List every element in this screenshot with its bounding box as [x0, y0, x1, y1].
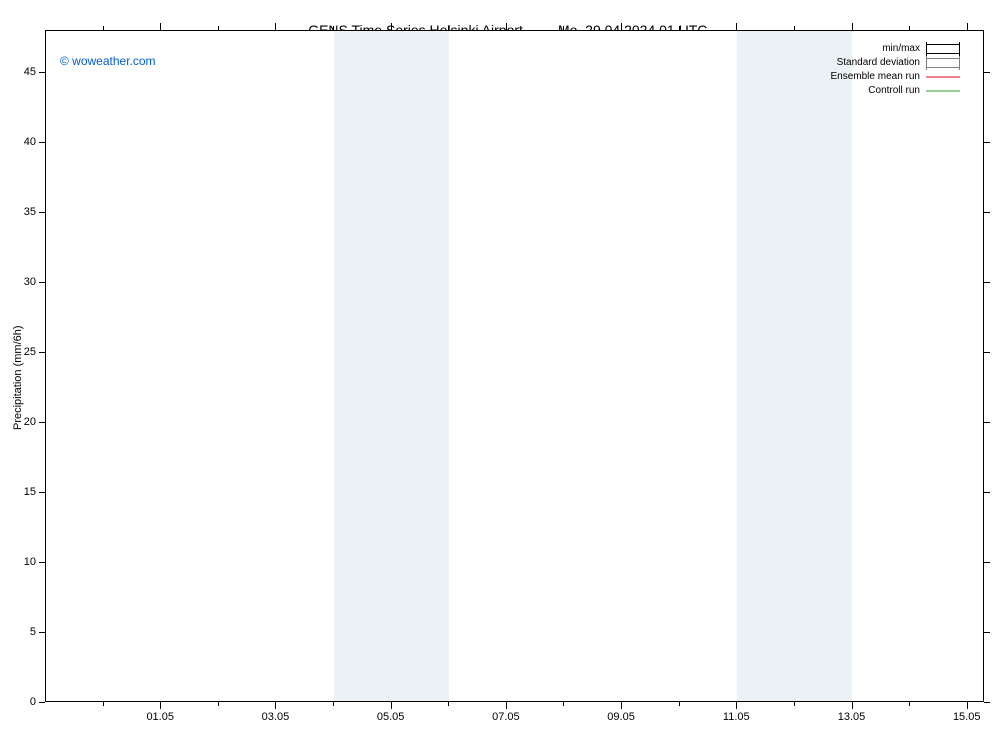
- x-tick-label: 15.05: [953, 711, 981, 723]
- x-minor-tick-mark: [448, 26, 449, 30]
- x-minor-tick-mark: [218, 26, 219, 30]
- x-minor-tick-mark: [103, 702, 104, 706]
- x-minor-tick-mark: [794, 702, 795, 706]
- x-tick-mark: [621, 702, 622, 709]
- legend: min/maxStandard deviationEnsemble mean r…: [831, 42, 961, 98]
- legend-swatch: [926, 58, 960, 68]
- y-tick-label: 0: [30, 696, 36, 708]
- x-minor-tick-mark: [909, 26, 910, 30]
- x-tick-mark: [275, 23, 276, 30]
- legend-item: min/max: [831, 42, 961, 56]
- legend-item: Standard deviation: [831, 56, 961, 70]
- y-tick-label: 40: [24, 136, 36, 148]
- legend-item-label: Ensemble mean run: [831, 70, 921, 84]
- x-tick-mark: [736, 23, 737, 30]
- x-tick-mark: [621, 23, 622, 30]
- x-tick-mark: [275, 702, 276, 709]
- y-tick-mark: [984, 352, 990, 353]
- y-tick-mark: [984, 282, 990, 283]
- y-tick-mark: [39, 142, 45, 143]
- x-minor-tick-mark: [563, 26, 564, 30]
- y-tick-mark: [39, 492, 45, 493]
- y-tick-mark: [984, 632, 990, 633]
- y-tick-mark: [984, 142, 990, 143]
- legend-item-label: min/max: [882, 42, 920, 56]
- y-tick-label: 45: [24, 66, 36, 78]
- y-tick-mark: [39, 72, 45, 73]
- y-tick-mark: [39, 282, 45, 283]
- x-tick-mark: [391, 702, 392, 709]
- legend-swatch: [926, 72, 960, 82]
- y-tick-mark: [984, 422, 990, 423]
- y-tick-mark: [984, 492, 990, 493]
- y-axis-label: Precipitation (mm/6h): [12, 325, 24, 430]
- x-tick-label: 11.05: [723, 711, 750, 723]
- y-tick-mark: [39, 632, 45, 633]
- x-minor-tick-mark: [218, 702, 219, 706]
- y-tick-label: 15: [24, 486, 36, 498]
- x-minor-tick-mark: [679, 702, 680, 706]
- y-tick-label: 30: [24, 276, 36, 288]
- y-tick-mark: [984, 562, 990, 563]
- y-tick-mark: [39, 212, 45, 213]
- legend-item-label: Controll run: [868, 84, 920, 98]
- legend-item: Controll run: [831, 84, 961, 98]
- watermark-text: © woweather.com: [60, 54, 156, 68]
- plot-area: [45, 30, 984, 702]
- x-tick-mark: [736, 702, 737, 709]
- legend-swatch: [926, 44, 960, 54]
- x-tick-label: 13.05: [838, 711, 866, 723]
- watermark: © woweather.com: [60, 54, 156, 68]
- x-tick-label: 05.05: [377, 711, 405, 723]
- chart-root: GENS Time Series Helsinki Airport Mo. 29…: [0, 0, 1000, 733]
- shaded-band: [737, 31, 852, 701]
- y-tick-mark: [39, 562, 45, 563]
- y-tick-mark: [39, 422, 45, 423]
- x-minor-tick-mark: [103, 26, 104, 30]
- y-axis-label-text: Precipitation (mm/6h): [12, 325, 24, 430]
- legend-item-label: Standard deviation: [837, 56, 920, 70]
- legend-swatch: [926, 86, 960, 96]
- x-tick-mark: [160, 23, 161, 30]
- y-tick-mark: [984, 702, 990, 703]
- x-minor-tick-mark: [448, 702, 449, 706]
- y-tick-mark: [39, 702, 45, 703]
- shaded-band: [334, 31, 449, 701]
- y-tick-label: 35: [24, 206, 36, 218]
- y-tick-label: 20: [24, 416, 36, 428]
- y-tick-label: 10: [24, 556, 36, 568]
- y-tick-label: 25: [24, 346, 36, 358]
- x-tick-label: 09.05: [607, 711, 635, 723]
- x-tick-mark: [506, 702, 507, 709]
- x-tick-mark: [852, 23, 853, 30]
- x-minor-tick-mark: [333, 26, 334, 30]
- x-tick-mark: [967, 23, 968, 30]
- x-minor-tick-mark: [909, 702, 910, 706]
- legend-item: Ensemble mean run: [831, 70, 961, 84]
- x-tick-mark: [160, 702, 161, 709]
- x-minor-tick-mark: [794, 26, 795, 30]
- y-tick-mark: [984, 212, 990, 213]
- x-tick-label: 03.05: [262, 711, 290, 723]
- y-tick-label: 5: [30, 626, 36, 638]
- x-minor-tick-mark: [679, 26, 680, 30]
- x-tick-mark: [852, 702, 853, 709]
- x-tick-mark: [391, 23, 392, 30]
- x-tick-label: 07.05: [492, 711, 520, 723]
- y-tick-mark: [39, 352, 45, 353]
- y-tick-mark: [984, 72, 990, 73]
- x-minor-tick-mark: [563, 702, 564, 706]
- x-tick-label: 01.05: [146, 711, 174, 723]
- x-minor-tick-mark: [333, 702, 334, 706]
- x-tick-mark: [506, 23, 507, 30]
- x-tick-mark: [967, 702, 968, 709]
